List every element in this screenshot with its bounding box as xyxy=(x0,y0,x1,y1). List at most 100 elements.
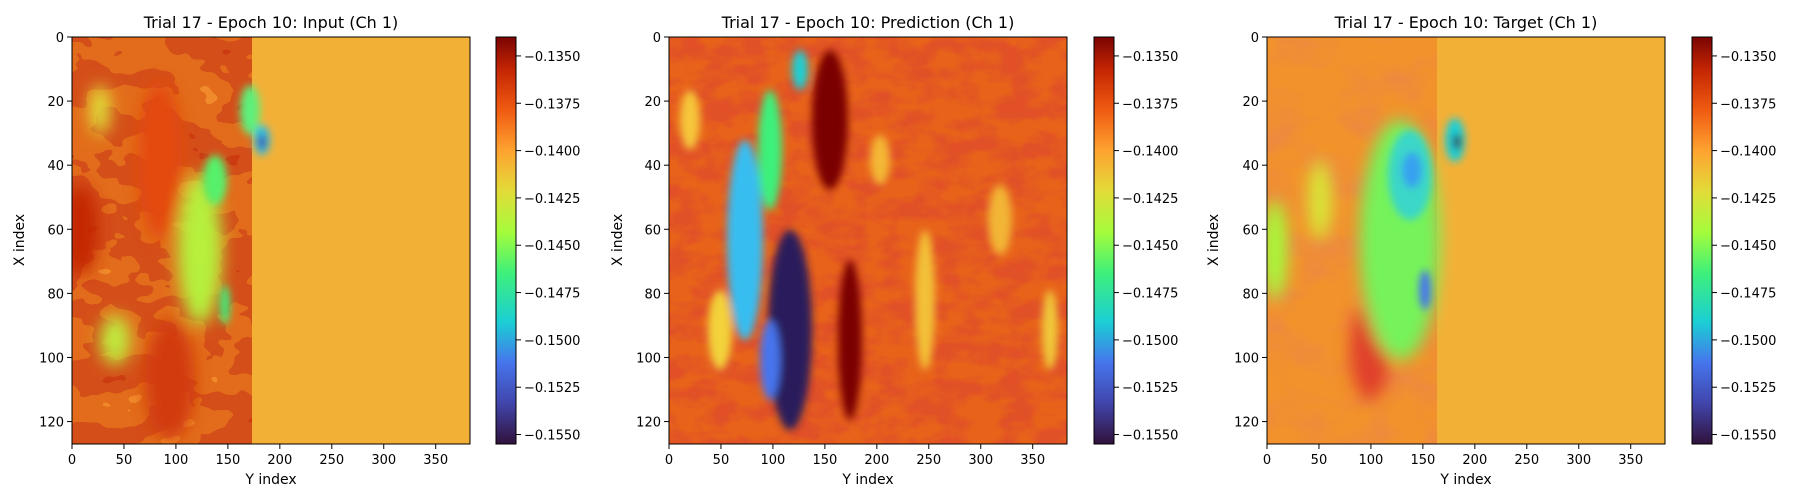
axes-frame-prediction xyxy=(668,36,1068,445)
y-tick-label: 100 xyxy=(636,351,661,366)
colorbar-tick-label: −0.1550 xyxy=(1122,429,1178,444)
x-tick-label: 200 xyxy=(1462,453,1487,468)
panel-target: Trial 17 - Epoch 10: Target (Ch 1) 0 50 10… xyxy=(1206,13,1776,488)
colorbar-tick-label: −0.1525 xyxy=(1720,381,1776,396)
x-tick-label: 100 xyxy=(761,453,786,468)
y-tick-label: 20 xyxy=(1242,95,1259,110)
y-tick-label: 80 xyxy=(47,287,64,302)
x-tick-label: 0 xyxy=(665,453,673,468)
y-tick-label: 100 xyxy=(1234,351,1259,366)
colorbar-target: −0.1350 −0.1375 −0.1400 −0.1425 −0.1450 −0.14… xyxy=(1691,36,1776,445)
panel-prediction: Trial 17 - Epoch 10: Prediction (Ch 1) xyxy=(610,13,1178,488)
y-tick-label: 0 xyxy=(653,31,661,46)
y-tick-label: 60 xyxy=(644,223,661,238)
colorbar-gradient-input xyxy=(495,36,517,445)
x-tick-label: 0 xyxy=(68,453,76,468)
panel-prediction-title: Trial 17 - Epoch 10: Prediction (Ch 1) xyxy=(721,13,1015,32)
colorbar-tick-label: −0.1550 xyxy=(1720,429,1776,444)
panel-input-title: Trial 17 - Epoch 10: Input (Ch 1) xyxy=(143,13,399,32)
y-tick-label: 120 xyxy=(636,416,661,431)
x-tick-label: 0 xyxy=(1263,453,1271,468)
heatmap-target xyxy=(1267,37,1665,444)
y-ticks-target: 0 20 40 60 80 100 120 xyxy=(1234,31,1267,431)
y-axis-label-target: X index xyxy=(1206,214,1222,266)
panel-target-title: Trial 17 - Epoch 10: Target (Ch 1) xyxy=(1334,13,1598,32)
colorbar-tick-label: −0.1375 xyxy=(1720,97,1776,112)
colorbar-tick-label: −0.1500 xyxy=(1122,334,1178,349)
colorbar-tick-label: −0.1350 xyxy=(1122,50,1178,65)
colorbar-tick-label: −0.1525 xyxy=(1122,381,1178,396)
colorbar-tick-label: −0.1450 xyxy=(1122,239,1178,254)
panel-input: Trial 17 - Epoch 10: Input (Ch 1) xyxy=(12,13,580,488)
y-ticks-input: 0 20 40 60 80 100 120 xyxy=(39,31,72,431)
colorbar-tick-label: −0.1425 xyxy=(1122,192,1178,207)
colorbar-tick-label: −0.1450 xyxy=(1720,239,1776,254)
x-axis-label-target: Y index xyxy=(1439,472,1491,488)
y-axis-label-input: X index xyxy=(12,214,28,266)
colorbar-gradient-target xyxy=(1691,36,1713,445)
x-axis-label-prediction: Y index xyxy=(841,472,893,488)
colorbar-input: −0.1350 −0.1375 −0.1400 −0.1425 −0.1450 −0.14… xyxy=(495,36,580,445)
x-tick-label: 350 xyxy=(1618,453,1643,468)
y-tick-label: 60 xyxy=(47,223,64,238)
y-tick-label: 40 xyxy=(644,159,661,174)
x-tick-label: 300 xyxy=(1566,453,1591,468)
x-tick-label: 150 xyxy=(215,453,240,468)
colorbar-tick-label: −0.1350 xyxy=(1720,50,1776,65)
axes-frame-target xyxy=(1266,36,1666,445)
x-tick-label: 250 xyxy=(1514,453,1539,468)
x-tick-label: 50 xyxy=(116,453,133,468)
colorbar-tick-label: −0.1500 xyxy=(524,334,580,349)
colorbar-tick-label: −0.1500 xyxy=(1720,334,1776,349)
colorbar-tick-label: −0.1400 xyxy=(1122,145,1178,160)
axes-frame-input xyxy=(71,36,471,445)
heatmap-input xyxy=(72,37,470,444)
heatmap-prediction xyxy=(669,37,1067,444)
y-tick-label: 80 xyxy=(1242,287,1259,302)
colorbar-tick-label: −0.1425 xyxy=(524,192,580,207)
y-tick-label: 100 xyxy=(39,351,64,366)
x-tick-label: 300 xyxy=(968,453,993,468)
colorbar-tick-label: −0.1525 xyxy=(524,381,580,396)
x-tick-label: 150 xyxy=(812,453,837,468)
y-tick-label: 20 xyxy=(644,95,661,110)
x-tick-label: 350 xyxy=(423,453,448,468)
colorbar-tick-label: −0.1550 xyxy=(524,429,580,444)
x-ticks-input: 0 50 100 150 200 250 300 350 xyxy=(68,444,448,468)
colorbar-gradient-prediction xyxy=(1093,36,1115,445)
colorbar-tick-label: −0.1475 xyxy=(1720,287,1776,302)
x-tick-label: 50 xyxy=(713,453,730,468)
y-axis-label-prediction: X index xyxy=(610,214,626,266)
x-tick-label: 150 xyxy=(1410,453,1435,468)
colorbar-tick-label: −0.1475 xyxy=(1122,287,1178,302)
y-tick-label: 20 xyxy=(47,95,64,110)
x-tick-label: 300 xyxy=(371,453,396,468)
x-tick-label: 200 xyxy=(267,453,292,468)
colorbar-tick-label: −0.1450 xyxy=(524,239,580,254)
y-tick-label: 40 xyxy=(1242,159,1259,174)
y-ticks-prediction: 0 20 40 60 80 100 120 xyxy=(636,31,669,431)
y-tick-label: 60 xyxy=(1242,223,1259,238)
x-ticks-target: 0 50 100 150 200 250 300 350 xyxy=(1263,444,1643,468)
x-tick-label: 250 xyxy=(319,453,344,468)
x-tick-label: 100 xyxy=(1359,453,1384,468)
colorbar-tick-label: −0.1400 xyxy=(1720,145,1776,160)
y-tick-label: 120 xyxy=(39,416,64,431)
x-tick-label: 250 xyxy=(916,453,941,468)
x-tick-label: 50 xyxy=(1311,453,1328,468)
colorbar-tick-label: −0.1375 xyxy=(1122,97,1178,112)
colorbar-tick-label: −0.1350 xyxy=(524,50,580,65)
x-ticks-prediction: 0 50 100 150 200 250 300 350 xyxy=(665,444,1045,468)
x-tick-label: 350 xyxy=(1020,453,1045,468)
y-tick-label: 40 xyxy=(47,159,64,174)
colorbar-tick-label: −0.1375 xyxy=(524,97,580,112)
colorbar-tick-label: −0.1400 xyxy=(524,145,580,160)
y-tick-label: 80 xyxy=(644,287,661,302)
x-tick-label: 100 xyxy=(164,453,189,468)
y-tick-label: 120 xyxy=(1234,416,1259,431)
y-tick-label: 0 xyxy=(1251,31,1259,46)
colorbar-tick-label: −0.1425 xyxy=(1720,192,1776,207)
x-tick-label: 200 xyxy=(864,453,889,468)
colorbar-prediction: −0.1350 −0.1375 −0.1400 −0.1425 −0.1450 −0.14… xyxy=(1093,36,1178,445)
